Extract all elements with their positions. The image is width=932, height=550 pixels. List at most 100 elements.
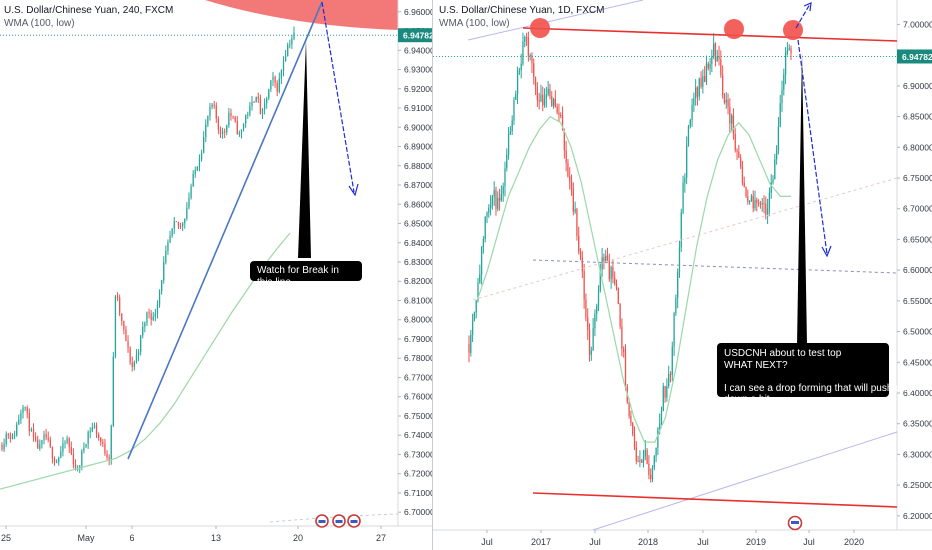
candle-body — [255, 96, 257, 102]
panel-divider — [432, 0, 433, 550]
candle — [22, 404, 24, 419]
candle — [538, 92, 540, 110]
candle — [154, 308, 157, 322]
candle-body — [226, 125, 228, 133]
candle-body — [783, 74, 785, 90]
y-tick-label: 6.35000 — [903, 419, 932, 429]
candle-body — [662, 386, 664, 412]
candle-body — [137, 351, 140, 356]
candle — [732, 108, 735, 140]
candle-body — [743, 182, 745, 188]
top-marker-circle — [724, 19, 744, 39]
candle — [644, 440, 646, 461]
candle-body — [765, 203, 767, 215]
y-tick-label: 6.75000 — [903, 173, 932, 183]
candle-body — [489, 204, 492, 208]
candle-body — [786, 50, 789, 53]
red-zone — [205, 0, 398, 30]
candle — [85, 443, 87, 448]
candle-body — [549, 88, 551, 97]
candle — [118, 294, 121, 317]
right-annotation-callout[interactable]: USDCNH about to test top WHAT NEXT? I can… — [717, 343, 917, 405]
candle — [468, 335, 470, 363]
candle — [26, 405, 28, 419]
candle — [581, 250, 583, 279]
left-annotation-callout[interactable]: Watch for Break in this line — [250, 261, 362, 288]
candle-body — [58, 457, 60, 463]
candle-body — [712, 43, 715, 57]
candle-body — [142, 326, 144, 336]
candle-body — [89, 431, 91, 433]
candle-body — [129, 347, 131, 363]
candle-body — [693, 97, 695, 106]
candle-body — [732, 115, 735, 134]
candle — [135, 349, 138, 364]
candle — [502, 182, 504, 202]
candle-body — [734, 133, 736, 151]
candle — [47, 431, 49, 443]
candle — [554, 90, 556, 108]
candle-body — [570, 181, 573, 189]
y-tick-label: 6.70000 — [404, 507, 432, 517]
candle — [524, 35, 526, 48]
candle — [693, 92, 695, 112]
candle-body — [614, 277, 616, 285]
candle-body — [718, 56, 720, 60]
candle-body — [272, 76, 274, 81]
candle — [511, 115, 513, 136]
candle — [756, 197, 758, 212]
candle — [743, 176, 745, 188]
candle — [211, 103, 213, 110]
candle-body — [83, 447, 85, 451]
candle — [790, 45, 792, 61]
candle — [289, 39, 291, 49]
y-tick-label: 6.74000 — [404, 430, 432, 440]
right-chart[interactable]: 6.20000 6.25000 6.30000 6.35000 6.40000 6.450… — [433, 0, 932, 550]
candle — [781, 80, 783, 112]
candle — [599, 262, 601, 293]
candle — [282, 56, 285, 77]
candle — [470, 330, 472, 357]
candle — [230, 108, 232, 121]
candle — [261, 107, 264, 119]
candle-body — [169, 235, 171, 243]
candle-body — [43, 434, 45, 441]
candle-body — [289, 44, 291, 46]
candle-body — [211, 104, 213, 107]
candle-body — [739, 157, 742, 167]
candle-body — [150, 313, 152, 321]
candle — [253, 100, 255, 103]
candle — [112, 352, 114, 428]
candle — [666, 378, 668, 402]
right-annotation-line: I can see a drop forming that will push … — [724, 382, 917, 394]
candle — [266, 96, 268, 109]
candle-body — [736, 150, 738, 152]
candle-body — [509, 131, 512, 134]
wma-line — [0, 232, 291, 490]
candle — [669, 371, 672, 383]
y-tick-label: 6.85000 — [404, 219, 432, 229]
candle-body — [261, 109, 264, 115]
candle — [747, 189, 749, 205]
candle — [95, 422, 98, 439]
candle — [272, 71, 274, 87]
candle — [276, 80, 278, 97]
y-tick-label: 6.88000 — [404, 161, 432, 171]
candle-body — [714, 43, 717, 62]
candle — [188, 192, 190, 210]
candle — [5, 431, 7, 447]
candle — [720, 50, 722, 78]
candle — [549, 83, 551, 100]
candle — [712, 33, 715, 60]
candle — [144, 321, 146, 333]
candle-body — [590, 350, 592, 355]
candle-body — [110, 425, 112, 460]
candle — [293, 26, 295, 41]
candle-body — [623, 348, 625, 352]
left-chart[interactable]: 6.70000 6.71000 6.72000 6.73000 6.74000 6.750… — [0, 0, 432, 550]
candle — [58, 456, 60, 466]
candle — [179, 222, 182, 230]
candle-body — [1, 444, 3, 450]
y-tick-label: 6.79000 — [404, 334, 432, 344]
candle — [200, 149, 203, 162]
